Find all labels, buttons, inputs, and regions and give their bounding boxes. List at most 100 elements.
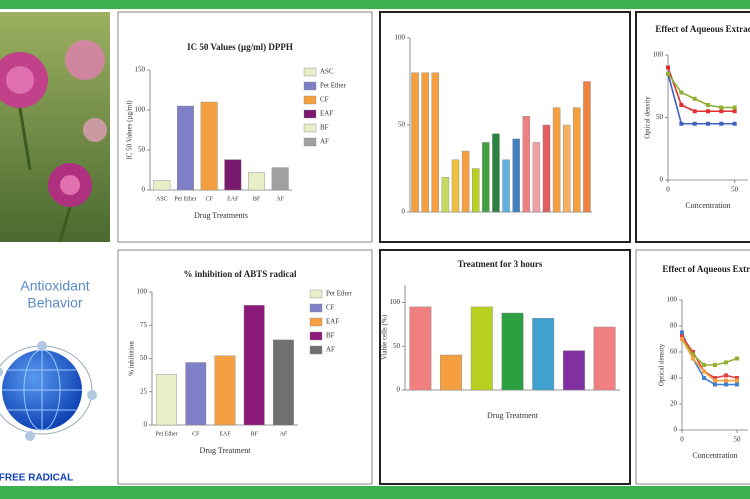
y-tick-label: 0 [660, 176, 664, 184]
bar [153, 180, 171, 191]
badge-title: Antioxidant [20, 278, 89, 294]
x-axis-label: Drug Treatment [487, 411, 539, 420]
bar [471, 168, 480, 213]
y-tick-label: 100 [135, 106, 146, 114]
bar [542, 124, 551, 213]
bar [512, 138, 520, 213]
bar [411, 72, 419, 213]
point [724, 382, 728, 387]
point [724, 360, 728, 365]
top-border [0, 0, 750, 9]
legend-label: EAF [326, 318, 339, 326]
legend-swatch [303, 95, 317, 105]
point [706, 121, 710, 126]
point [706, 103, 710, 107]
bar [248, 172, 265, 191]
bar [522, 116, 531, 213]
bar [502, 159, 510, 213]
legend-swatch [303, 67, 317, 77]
x-tick-label: Pet Ether [156, 431, 178, 437]
x-tick-label: EAF [219, 431, 231, 437]
badge-title: Behavior [27, 295, 83, 311]
point [719, 121, 724, 126]
point [666, 71, 670, 76]
point [713, 376, 717, 380]
bar [562, 350, 585, 391]
point [719, 105, 724, 110]
point [732, 105, 737, 110]
y-axis-label: IC 50 Values (µg/ml) [126, 100, 134, 160]
point [724, 378, 728, 383]
chart-title: Treatment for 3 hours [458, 259, 543, 269]
bar [451, 159, 460, 213]
y-tick-label: 20 [670, 400, 678, 408]
y-tick-label: 0 [144, 421, 148, 429]
y-tick-label: 25 [140, 387, 148, 395]
legend-label: BF [326, 332, 335, 340]
bar [409, 306, 432, 391]
x-axis-label: Concentration [692, 451, 737, 460]
legend-label: Pet Ether [326, 290, 353, 298]
bar [271, 167, 289, 191]
point [735, 376, 739, 380]
bar [156, 374, 178, 426]
x-tick-label: 50 [734, 436, 742, 444]
bar [492, 133, 500, 213]
point [680, 334, 684, 339]
point [679, 90, 684, 95]
legend-swatch [309, 331, 323, 341]
chart-title: Effect of Aqueous Extract [662, 264, 750, 274]
chart-title: IC 50 Values (µg/ml) DPPH [187, 42, 293, 52]
y-tick-label: 100 [653, 51, 664, 59]
y-tick-label: 150 [135, 66, 146, 74]
panel-frames [117, 11, 750, 485]
x-tick-label: Pet Ether [174, 196, 196, 202]
y-tick-label: 60 [670, 348, 678, 356]
point [724, 373, 728, 378]
y-tick-label: 80 [670, 322, 678, 330]
bar [470, 306, 493, 391]
x-axis-label: Drug Treatment [200, 446, 252, 455]
point [735, 356, 739, 361]
point [713, 382, 717, 387]
y-tick-label: 0 [397, 386, 401, 394]
point [735, 382, 739, 387]
y-tick-label: 100 [137, 288, 148, 296]
point [691, 350, 695, 354]
y-tick-label: 100 [667, 296, 678, 304]
bar [482, 142, 490, 213]
series-line [667, 67, 735, 113]
point [702, 376, 706, 380]
chart-title: Effect of Aqueous Extract [655, 24, 750, 34]
series-line [681, 335, 738, 379]
y-axis-label: % inhibition [128, 341, 136, 376]
point [732, 109, 737, 114]
x-axis-label: Concentration [685, 201, 730, 210]
point [732, 121, 737, 126]
y-tick-label: 100 [395, 34, 406, 42]
y-tick-label: 50 [140, 354, 148, 362]
point [713, 363, 717, 367]
point [706, 109, 710, 114]
x-tick-label: AF [280, 431, 288, 437]
point [713, 378, 717, 383]
x-tick-label: BF [251, 431, 259, 437]
antioxidant-badge: Antioxidant Behavior FREE RADICAL [0, 278, 97, 484]
legend-label: ASC [320, 68, 334, 76]
x-axis-label: Drug Treatments [194, 211, 248, 220]
y-tick-label: 0 [674, 426, 678, 434]
x-tick-label: 50 [731, 186, 739, 194]
bar [552, 107, 561, 213]
bar [532, 142, 541, 213]
x-tick-label: CF [192, 431, 200, 437]
bar [562, 124, 571, 213]
y-tick-label: 0 [402, 208, 406, 216]
bar [461, 150, 470, 213]
point [666, 65, 670, 70]
y-tick-label: 50 [393, 342, 401, 350]
point [702, 363, 706, 367]
legend-label: BF [320, 124, 329, 132]
bar [532, 318, 555, 391]
point [692, 121, 697, 126]
